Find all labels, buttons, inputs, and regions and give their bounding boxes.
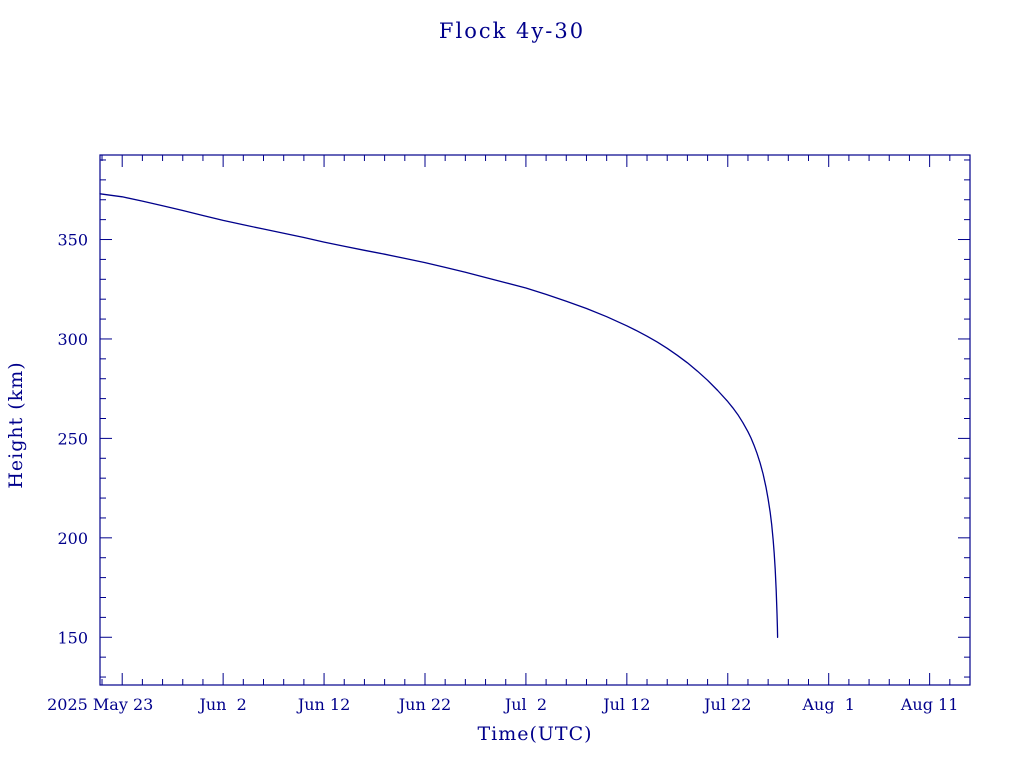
x-tick-label: 2025 May 23	[47, 695, 153, 714]
x-tick-label: Jun 12	[296, 695, 350, 714]
x-tick-label: Aug 11	[900, 695, 959, 714]
y-axis-label: Height (km)	[5, 361, 27, 488]
x-tick-label: Jul 12	[601, 695, 650, 714]
chart-title: Flock 4y-30	[439, 19, 585, 43]
x-tick-label: Jun 2	[197, 695, 246, 714]
x-tick-label: Jun 22	[397, 695, 451, 714]
x-tick-label: Jul 2	[503, 695, 547, 714]
decay-curve	[99, 193, 779, 638]
x-axis-label: Time(UTC)	[477, 723, 592, 745]
plot-frame-rect	[99, 154, 971, 686]
axis-tick-labels: 2025 May 23 Jun 2 Jun 12 Jun 22 Jul 2 Jul 12 J…	[47, 231, 958, 714]
y-tick-label: 350	[57, 231, 88, 250]
y-tick-label: 200	[57, 529, 88, 548]
plot-frame	[99, 154, 971, 686]
x-tick-label: Jul 22	[702, 695, 751, 714]
y-tick-label: 250	[57, 429, 88, 448]
x-tick-label: Aug 1	[801, 695, 854, 714]
axis-ticks	[100, 155, 971, 685]
y-tick-label: 150	[57, 628, 88, 647]
height-curve	[99, 193, 779, 638]
y-tick-label: 300	[57, 330, 88, 349]
